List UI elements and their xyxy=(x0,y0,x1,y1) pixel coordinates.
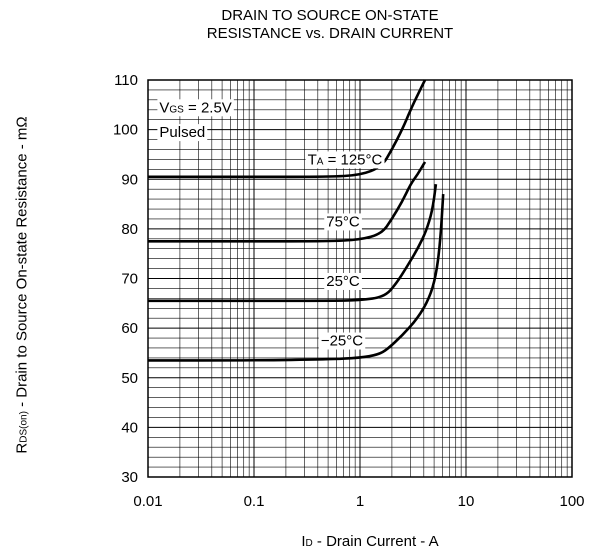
x-tick-label: 10 xyxy=(458,493,475,510)
annotation-label: −25°C xyxy=(321,333,363,350)
y-tick-label: 30 xyxy=(121,469,138,486)
x-tick-label: 0.1 xyxy=(244,493,265,510)
series-line-3 xyxy=(147,184,438,303)
annotation: VGS = 2.5V xyxy=(157,99,234,117)
x-tick-label: 1 xyxy=(356,493,364,510)
annotation: −25°C xyxy=(318,332,366,350)
y-tick-label: 100 xyxy=(113,122,138,139)
annotation-label: VGS = 2.5V xyxy=(159,99,231,116)
x-axis-label: ID - Drain Current - A xyxy=(301,533,439,550)
annotation-bg xyxy=(324,272,362,290)
annotation: Pulsed xyxy=(157,124,208,142)
annotation-label: 75°C xyxy=(326,213,360,230)
y-tick-label: 110 xyxy=(114,72,138,89)
annotation-label: Pulsed xyxy=(159,124,205,141)
annotation-bg xyxy=(157,99,234,117)
y-axis-label: RDS(on) - Drain to Source On-state Resis… xyxy=(13,116,31,454)
annotations: VGS = 2.5V Pulsed TA = 125°C 75°C 25°C −25°C xyxy=(157,99,385,350)
annotation-bg xyxy=(157,124,208,142)
chart-title-line1: DRAIN TO SOURCE ON-STATE xyxy=(221,7,439,24)
x-tick-labels: 0.01 0.1 1 10 100 xyxy=(133,493,584,510)
chart-title-line2: RESISTANCE vs. DRAIN CURRENT xyxy=(206,25,454,42)
annotation-bg xyxy=(305,151,385,169)
y-tick-label: 90 xyxy=(121,171,138,188)
annotation: 75°C xyxy=(324,213,362,231)
series-line-2 xyxy=(148,161,427,243)
annotation: 25°C xyxy=(324,272,362,290)
y-tick-label: 40 xyxy=(121,419,138,436)
y-tick-label: 80 xyxy=(121,221,138,238)
x-tick-label: 0.01 xyxy=(133,493,162,510)
annotation-label: 25°C xyxy=(326,273,360,290)
y-tick-label: 50 xyxy=(121,370,138,387)
series-group xyxy=(147,79,445,362)
x-tick-label: 100 xyxy=(559,493,584,510)
annotation: TA = 125°C xyxy=(305,151,385,169)
annotation-label: TA = 125°C xyxy=(308,151,383,168)
plot-frame xyxy=(147,79,573,478)
y-tick-labels: 30 40 50 60 70 80 90 100 110 xyxy=(113,72,138,486)
y-tick-label: 70 xyxy=(121,271,138,288)
series-line-4 xyxy=(147,194,445,362)
y-tick-label: 60 xyxy=(121,320,138,337)
annotation-bg xyxy=(318,332,366,350)
annotation-bg xyxy=(324,213,362,231)
